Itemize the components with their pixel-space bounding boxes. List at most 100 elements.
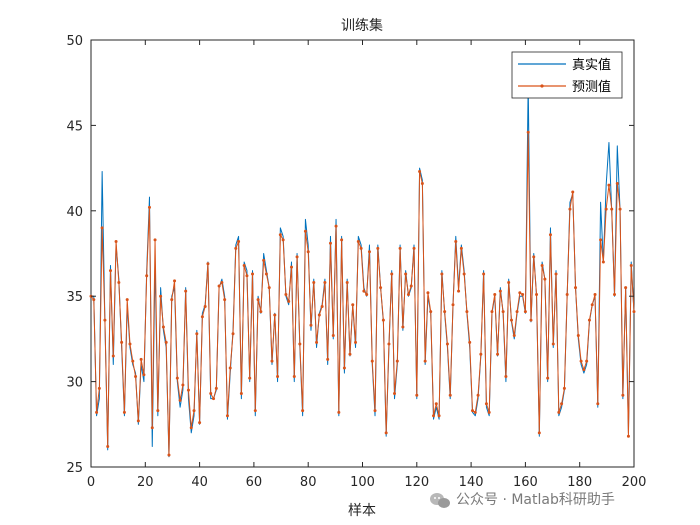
data-point-1-152: [512, 333, 516, 337]
data-point-1-9: [114, 240, 118, 244]
data-point-1-134: [462, 272, 466, 276]
data-point-1-128: [445, 342, 449, 346]
y-tick-label-3: 40: [66, 205, 83, 220]
data-point-1-131: [454, 240, 458, 244]
data-point-1-164: [546, 376, 550, 380]
data-point-1-122: [429, 310, 433, 314]
data-point-1-3: [97, 386, 101, 390]
data-point-1-33: [181, 383, 185, 387]
x-tick-label-4: 80: [300, 475, 317, 490]
data-point-1-118: [418, 170, 422, 174]
data-point-1-126: [440, 272, 444, 276]
data-point-1-182: [596, 402, 600, 406]
data-point-1-21: [147, 205, 151, 209]
data-point-1-75: [298, 342, 302, 346]
data-point-1-59: [253, 409, 257, 413]
data-point-1-70: [284, 292, 288, 296]
data-point-1-86: [328, 241, 332, 245]
data-point-1-69: [281, 238, 285, 242]
data-point-1-194: [629, 263, 633, 267]
data-point-1-135: [465, 310, 469, 314]
y-tick-label-1: 30: [66, 376, 83, 391]
data-point-1-154: [518, 291, 522, 295]
data-point-1-29: [170, 298, 174, 302]
data-point-1-57: [248, 376, 252, 380]
data-point-1-132: [457, 289, 461, 293]
y-tick-label-4: 45: [66, 119, 83, 134]
data-point-1-83: [320, 304, 324, 308]
data-point-1-119: [420, 181, 424, 185]
data-point-1-147: [498, 289, 502, 293]
data-point-1-38: [195, 332, 199, 336]
data-point-1-82: [317, 313, 321, 317]
data-point-1-79: [309, 323, 313, 327]
data-point-1-94: [351, 303, 355, 307]
data-point-1-43: [209, 392, 213, 396]
data-point-1-176: [579, 359, 583, 363]
data-point-1-85: [326, 357, 330, 361]
data-point-1-140: [479, 352, 483, 356]
x-tick-label-0: 0: [87, 475, 95, 490]
data-point-1-113: [404, 272, 408, 276]
data-point-1-8: [111, 354, 115, 358]
data-point-1-114: [406, 292, 410, 296]
x-tick-label-9: 180: [567, 475, 592, 490]
legend-marker-predicted-value: [540, 84, 544, 88]
data-point-1-102: [373, 409, 377, 413]
x-tick-label-2: 40: [191, 475, 208, 490]
data-point-1-5: [103, 318, 107, 322]
data-point-1-95: [354, 340, 358, 344]
legend-label-predicted-value: 预测值: [572, 79, 611, 95]
data-point-1-117: [415, 393, 419, 397]
data-point-1-48: [223, 298, 227, 302]
series-line-1: [90, 131, 635, 456]
data-point-1-80: [312, 281, 316, 285]
data-point-1-20: [145, 274, 149, 278]
data-point-1-17: [136, 419, 140, 423]
data-point-1-66: [273, 313, 277, 317]
plot-area: 0 20 40 60 80 100 120 140 160 180 200 25 30 35 40 45 50: [66, 34, 646, 490]
data-point-1-74: [295, 255, 299, 259]
data-point-1-96: [356, 240, 360, 244]
data-point-1-61: [259, 310, 263, 314]
data-point-1-19: [142, 373, 146, 377]
data-point-1-98: [362, 289, 366, 293]
data-point-1-165: [548, 233, 552, 237]
data-point-1-133: [459, 246, 463, 250]
data-point-1-42: [206, 262, 210, 266]
data-point-1-138: [473, 410, 477, 414]
data-point-1-37: [192, 409, 196, 413]
data-point-1-112: [401, 325, 405, 329]
data-point-1-71: [287, 299, 291, 303]
y-tick-label-0: 25: [66, 461, 83, 476]
data-point-1-166: [551, 342, 555, 346]
data-point-1-116: [412, 246, 416, 250]
data-point-1-23: [153, 238, 157, 242]
data-point-1-50: [228, 366, 232, 370]
data-point-1-179: [587, 318, 591, 322]
data-point-1-36: [189, 426, 193, 430]
data-point-1-111: [398, 246, 402, 250]
data-point-1-109: [393, 392, 397, 396]
data-point-1-105: [381, 318, 385, 322]
data-point-1-22: [150, 426, 154, 430]
data-point-1-54: [239, 392, 243, 396]
data-point-1-153: [515, 310, 519, 314]
data-point-1-156: [523, 310, 527, 314]
data-point-1-168: [557, 410, 561, 414]
data-point-1-4: [100, 226, 104, 230]
data-point-1-58: [251, 272, 255, 276]
data-point-1-192: [624, 286, 628, 290]
data-point-1-106: [384, 431, 388, 435]
x-tick-label-1: 20: [137, 475, 154, 490]
data-point-1-44: [212, 397, 216, 401]
legend-box: [511, 51, 623, 99]
y-tick-label-5: 50: [66, 34, 83, 49]
data-point-1-162: [540, 263, 544, 267]
data-point-1-161: [537, 431, 541, 435]
data-point-1-100: [367, 250, 371, 254]
data-point-1-177: [582, 368, 586, 372]
data-point-1-73: [292, 374, 296, 378]
data-point-1-31: [175, 376, 179, 380]
data-point-1-41: [203, 304, 207, 308]
